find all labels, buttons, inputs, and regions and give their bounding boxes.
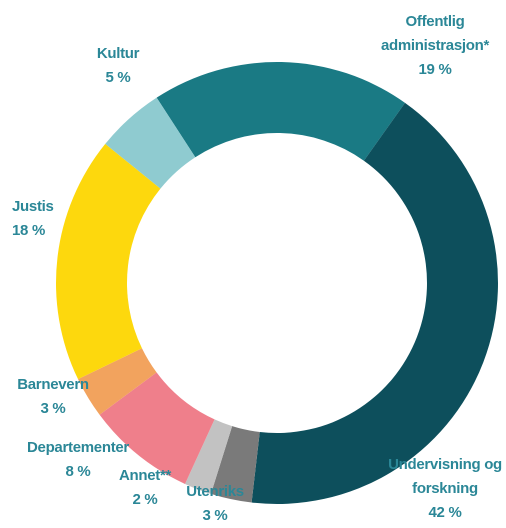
slice: [156, 61, 406, 161]
slice-label: Kultur 5 %: [88, 42, 148, 90]
slice: [55, 143, 161, 380]
value-label: 3 %: [202, 507, 228, 524]
value-label: 42 %: [428, 504, 462, 521]
value-label: 8 %: [65, 463, 91, 480]
category-name: Annet**: [118, 467, 172, 484]
slice-label: Undervisning og forskning 42 %: [375, 453, 506, 525]
value-label: 19 %: [418, 61, 452, 78]
value-label: 5 %: [105, 69, 131, 86]
slice: [99, 372, 215, 484]
slice-label: Departementer 8 %: [18, 436, 138, 484]
slice-label: Annet** 2 %: [110, 464, 180, 512]
value-label: 3 %: [40, 400, 66, 417]
category-name: Departementer: [27, 439, 129, 456]
category-name: Kultur: [96, 45, 140, 62]
category-name: Offentlig administrasjon*: [380, 13, 490, 54]
slice: [185, 419, 233, 494]
slice-label: Justis 18 %: [12, 195, 72, 243]
category-name: Barnevern: [17, 376, 89, 393]
slice-label: Utenriks 3 %: [175, 480, 255, 528]
category-name: Justis: [12, 198, 54, 215]
slice-label: Barnevern 3 %: [8, 373, 98, 421]
slice: [251, 102, 498, 505]
slice: [105, 97, 196, 189]
slice: [210, 426, 260, 503]
slice: [78, 348, 157, 415]
slice-label: Offentlig administrasjon* 19 %: [355, 10, 506, 82]
value-label: 18 %: [12, 222, 45, 239]
category-name: Utenriks: [186, 483, 244, 500]
category-name: Undervisning og forskning: [388, 456, 502, 497]
value-label: 2 %: [132, 491, 158, 508]
